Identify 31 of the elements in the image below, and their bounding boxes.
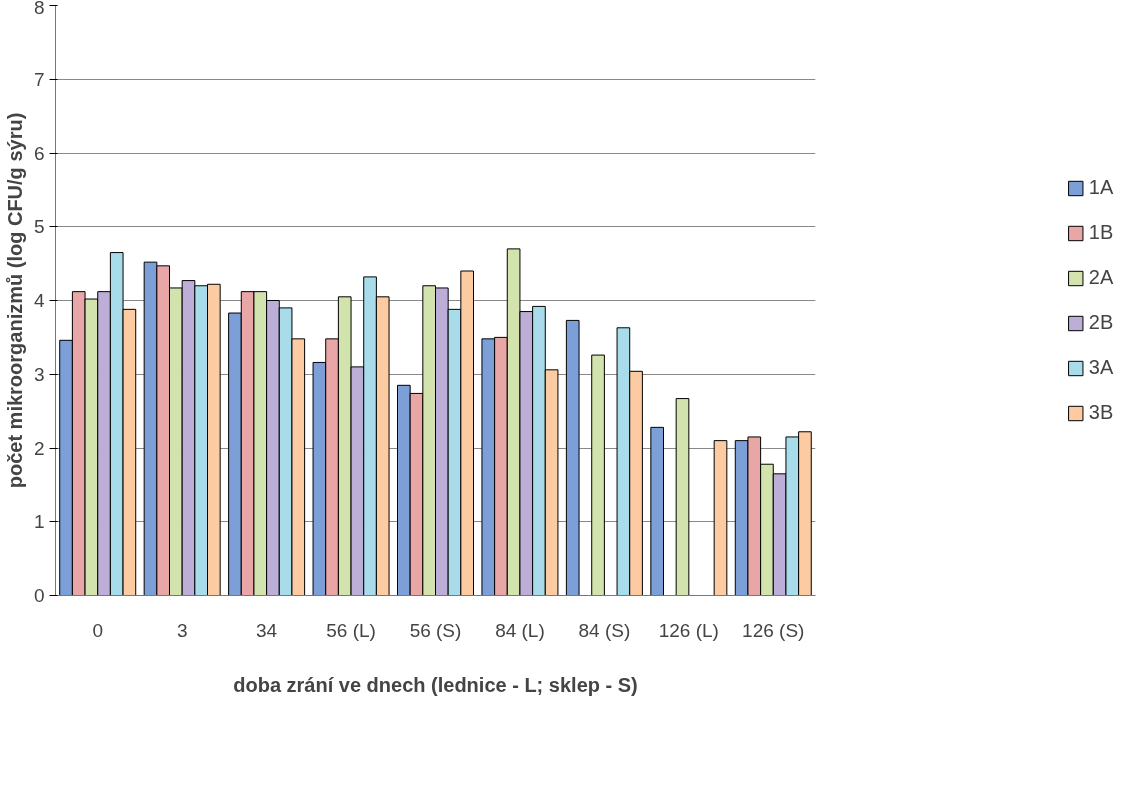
y-tick-label: 3 bbox=[33, 363, 45, 385]
y-axis-title: počet mikroorganizmů (log CFU/g sýru) bbox=[3, 112, 26, 489]
x-tick-label: 84 (L) bbox=[495, 619, 545, 641]
x-tick-label: 56 (S) bbox=[409, 619, 462, 641]
legend-label: 1A bbox=[1088, 176, 1114, 199]
y-tick-label: 5 bbox=[33, 216, 45, 238]
y-tick-label: 6 bbox=[33, 142, 45, 164]
y-tick-label: 8 bbox=[33, 0, 45, 18]
x-tick-label: 3 bbox=[176, 619, 188, 641]
y-tick-label: 0 bbox=[33, 585, 45, 606]
y-tick-label: 2 bbox=[33, 437, 45, 459]
legend-label: 3B bbox=[1088, 401, 1114, 424]
bar bbox=[565, 319, 580, 596]
x-tick-label: 34 bbox=[256, 619, 278, 641]
bar bbox=[713, 440, 728, 596]
legend-label: 3A bbox=[1088, 356, 1114, 379]
x-tick-label: 0 bbox=[92, 619, 104, 641]
x-tick-label: 84 (S) bbox=[578, 619, 631, 641]
y-tick-label: 1 bbox=[33, 511, 45, 533]
legend-label: 2A bbox=[1088, 266, 1114, 289]
x-tick-label: 126 (L) bbox=[658, 619, 719, 641]
bar bbox=[650, 426, 664, 596]
x-tick-label: 56 (L) bbox=[326, 619, 376, 641]
y-tick-label: 4 bbox=[33, 290, 45, 311]
bar bbox=[591, 354, 605, 596]
x-tick-label: 126 (S) bbox=[742, 619, 805, 641]
y-tick-label: 7 bbox=[33, 68, 45, 90]
legend-label: 2B bbox=[1088, 311, 1114, 334]
x-axis-title: doba zrání ve dnech (lednice - L; sklep - S) bbox=[233, 673, 638, 696]
bar bbox=[675, 398, 690, 596]
legend-label: 1B bbox=[1088, 221, 1114, 244]
